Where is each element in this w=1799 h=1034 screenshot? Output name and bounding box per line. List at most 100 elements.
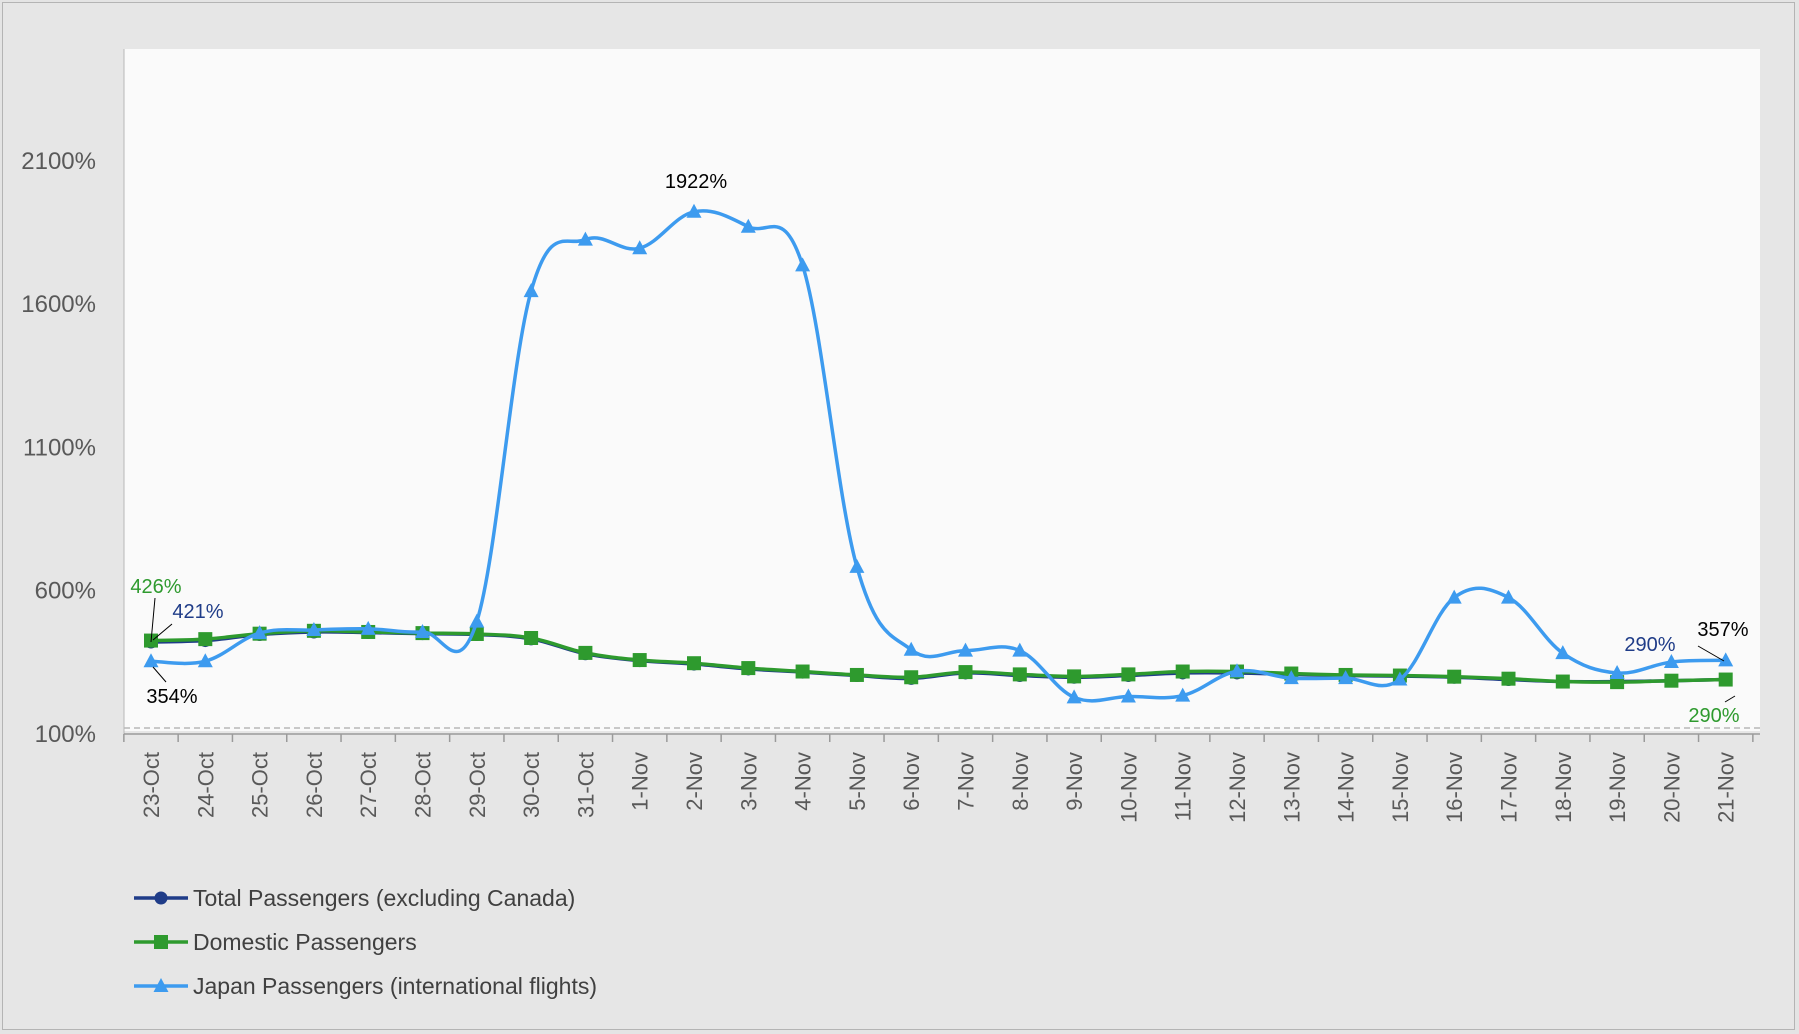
data-point bbox=[1067, 669, 1082, 684]
data-point bbox=[687, 656, 701, 671]
legend-label: Total Passengers (excluding Canada) bbox=[193, 885, 575, 911]
x-tick-label: 6-Nov bbox=[899, 752, 924, 811]
x-tick-label: 20-Nov bbox=[1659, 752, 1684, 823]
data-label: 290% bbox=[1624, 634, 1675, 656]
data-point bbox=[958, 642, 973, 657]
y-axis-labels: 100% 600% 1100% 1600% 2100% bbox=[21, 148, 96, 748]
x-tick-label: 3-Nov bbox=[736, 752, 761, 811]
x-tick-label: 9-Nov bbox=[1062, 752, 1087, 811]
x-tick-label: 8-Nov bbox=[1008, 752, 1033, 811]
x-tick-label: 27-Oct bbox=[356, 752, 381, 818]
x-tick-label: 13-Nov bbox=[1279, 752, 1304, 823]
y-tick-label: 600% bbox=[35, 578, 96, 605]
legend-label: Japan Passengers (international flights) bbox=[193, 973, 597, 999]
x-tick-label: 7-Nov bbox=[954, 752, 979, 811]
data-point bbox=[632, 240, 648, 255]
data-point bbox=[469, 613, 485, 628]
legend-label: Domestic Passengers bbox=[193, 929, 417, 955]
x-tick-label: 26-Oct bbox=[302, 752, 327, 818]
x-tick-label: 1-Nov bbox=[628, 752, 653, 811]
plot-area bbox=[124, 49, 1760, 731]
data-point bbox=[1664, 673, 1679, 688]
data-point bbox=[849, 558, 865, 573]
legend-item: Japan Passengers (international flights) bbox=[134, 973, 597, 999]
legend: Total Passengers (excluding Canada) Domes… bbox=[134, 885, 597, 999]
x-tick-label: 2-Nov bbox=[682, 752, 707, 811]
data-point bbox=[252, 625, 268, 640]
data-point bbox=[1121, 667, 1136, 682]
x-tick-label: 30-Oct bbox=[519, 752, 544, 818]
data-point bbox=[143, 653, 159, 668]
data-point bbox=[904, 670, 919, 685]
legend-marker bbox=[154, 935, 168, 949]
leader-line bbox=[1697, 645, 1725, 662]
x-tick-label: 10-Nov bbox=[1116, 752, 1141, 823]
x-tick-label: 28-Oct bbox=[411, 752, 436, 818]
data-label: 357% bbox=[1697, 619, 1748, 641]
annotations: 426% 421% 354% 1922% 290% 357% 290% bbox=[130, 171, 1748, 727]
data-point bbox=[578, 645, 593, 660]
x-tick-label: 15-Nov bbox=[1388, 752, 1413, 823]
series-triangle bbox=[143, 203, 1734, 704]
x-tick-label: 21-Nov bbox=[1714, 752, 1739, 823]
data-point bbox=[1175, 664, 1190, 679]
x-tick-label: 16-Nov bbox=[1442, 752, 1467, 823]
data-point bbox=[577, 231, 593, 246]
legend-item: Total Passengers (excluding Canada) bbox=[134, 885, 575, 911]
y-tick-label: 2100% bbox=[21, 148, 96, 175]
data-point bbox=[903, 641, 919, 656]
x-tick-label: 4-Nov bbox=[791, 752, 816, 811]
y-tick-label: 1600% bbox=[21, 291, 96, 318]
leader-line bbox=[1724, 695, 1736, 703]
data-point bbox=[1392, 671, 1408, 686]
data-point bbox=[1555, 645, 1571, 660]
data-point bbox=[1175, 687, 1191, 702]
x-tick-label: 12-Nov bbox=[1225, 752, 1250, 823]
data-point bbox=[686, 203, 702, 218]
leader-line bbox=[152, 623, 173, 641]
legend-marker bbox=[154, 891, 168, 905]
data-point bbox=[741, 661, 756, 676]
data-point bbox=[197, 653, 213, 668]
data-point bbox=[1012, 642, 1028, 657]
data-point bbox=[1555, 674, 1570, 689]
data-point bbox=[1501, 589, 1516, 604]
data-point bbox=[958, 665, 973, 680]
data-point bbox=[1066, 689, 1082, 704]
data-point bbox=[1718, 672, 1733, 687]
data-point bbox=[360, 620, 376, 635]
legend-item: Domestic Passengers bbox=[134, 929, 417, 955]
leader-line bbox=[150, 597, 156, 643]
data-point bbox=[1609, 664, 1625, 679]
x-tick-label: 24-Oct bbox=[193, 752, 218, 818]
y-tick-label: 1100% bbox=[23, 434, 96, 461]
data-point bbox=[198, 632, 213, 647]
data-point bbox=[415, 623, 430, 638]
x-axis-ticks bbox=[123, 734, 1754, 742]
data-label: 354% bbox=[146, 686, 197, 708]
data-label: 421% bbox=[172, 601, 223, 623]
data-point bbox=[1283, 670, 1299, 685]
x-tick-label: 19-Nov bbox=[1605, 752, 1630, 823]
data-point bbox=[795, 664, 810, 679]
data-point bbox=[306, 621, 322, 636]
x-tick-label: 23-Oct bbox=[139, 752, 164, 818]
data-point bbox=[524, 630, 539, 645]
x-tick-label: 14-Nov bbox=[1334, 752, 1359, 823]
data-point bbox=[1501, 671, 1516, 686]
y-tick-label: 100% bbox=[35, 721, 96, 748]
x-tick-label: 11-Nov bbox=[1171, 752, 1196, 821]
x-tick-label: 5-Nov bbox=[845, 752, 870, 811]
data-point bbox=[1229, 663, 1245, 678]
x-tick-label: 31-Oct bbox=[573, 752, 598, 818]
data-point bbox=[1120, 688, 1136, 703]
data-point bbox=[1338, 670, 1354, 685]
leader-line bbox=[152, 666, 167, 683]
data-point bbox=[1446, 589, 1462, 604]
data-label: 426% bbox=[130, 576, 181, 598]
data-point bbox=[795, 257, 811, 272]
data-point bbox=[1012, 667, 1027, 682]
x-tick-label: 25-Oct bbox=[248, 752, 273, 818]
data-point bbox=[523, 283, 539, 298]
